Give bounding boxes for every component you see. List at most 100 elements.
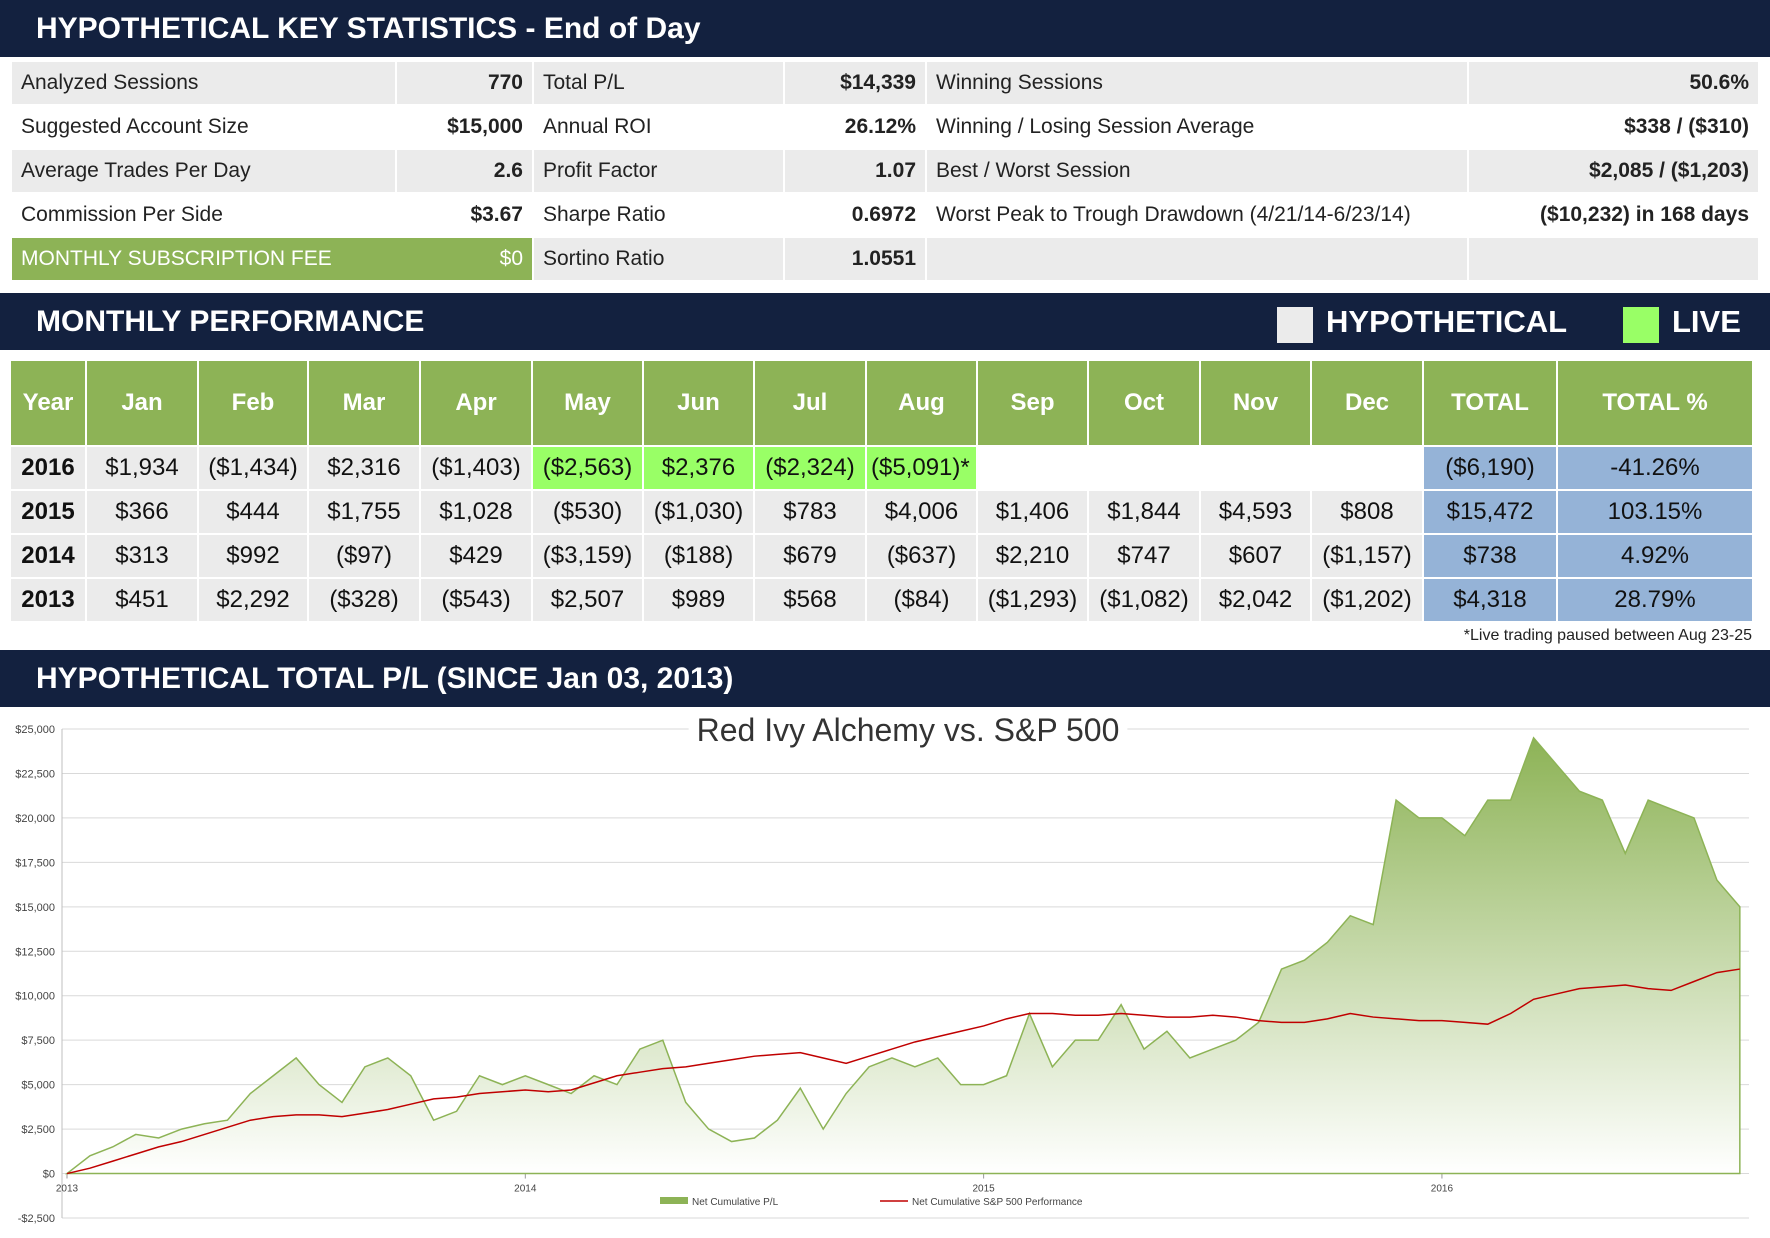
column-header: Oct (1089, 361, 1199, 445)
month-cell: ($1,293) (978, 579, 1087, 621)
column-header: Aug (867, 361, 976, 445)
total-cell: $15,472 (1424, 491, 1556, 533)
stat-value: $2,085 / ($1,203) (1469, 150, 1758, 192)
x-tick-label: 2015 (972, 1184, 995, 1195)
month-cell: ($328) (309, 579, 419, 621)
total-cell: $738 (1424, 535, 1556, 577)
month-cell: ($637) (867, 535, 976, 577)
month-cell: ($1,434) (199, 447, 307, 489)
y-tick-label: $2,500 (21, 1124, 55, 1136)
month-cell: ($2,563) (533, 447, 642, 489)
column-header: Mar (309, 361, 419, 445)
month-cell: ($97) (309, 535, 419, 577)
total-pct-cell: 4.92% (1558, 535, 1752, 577)
total-pct-cell: 103.15% (1558, 491, 1752, 533)
month-cell: $747 (1089, 535, 1199, 577)
month-cell: $444 (199, 491, 307, 533)
stat-value: $338 / ($310) (1469, 106, 1758, 148)
month-cell (1201, 447, 1310, 489)
column-header: Apr (421, 361, 531, 445)
stat-value: 1.07 (785, 150, 925, 192)
month-cell: $2,292 (199, 579, 307, 621)
month-cell: ($188) (644, 535, 753, 577)
x-tick-label: 2013 (56, 1184, 79, 1195)
y-tick-label: $17,500 (15, 857, 55, 869)
chart-header: HYPOTHETICAL TOTAL P/L (SINCE Jan 03, 20… (0, 650, 1770, 707)
month-cell: ($1,202) (1312, 579, 1422, 621)
stat-label: Annual ROI (534, 106, 783, 148)
x-tick-label: 2014 (514, 1184, 537, 1195)
month-cell: $783 (755, 491, 865, 533)
month-cell: ($5,091)* (867, 447, 976, 489)
stat-value: ($10,232) in 168 days (1469, 194, 1758, 236)
year-cell: 2016 (11, 447, 85, 489)
year-cell: 2015 (11, 491, 85, 533)
month-cell (978, 447, 1087, 489)
title-background (688, 709, 1128, 753)
column-header: May (533, 361, 642, 445)
month-cell: $2,316 (309, 447, 419, 489)
month-cell: $4,006 (867, 491, 976, 533)
month-cell: $1,844 (1089, 491, 1199, 533)
stat-label: Winning Sessions (927, 62, 1467, 104)
stat-value: 50.6% (1469, 62, 1758, 104)
y-tick-label: $15,000 (15, 902, 55, 914)
legend-swatch (1623, 307, 1659, 343)
month-cell: $2,042 (1201, 579, 1310, 621)
stat-label: Winning / Losing Session Average (927, 106, 1467, 148)
column-header: Feb (199, 361, 307, 445)
stat-label: Analyzed Sessions (12, 62, 395, 104)
stat-label: Sharpe Ratio (534, 194, 783, 236)
month-cell: ($1,030) (644, 491, 753, 533)
y-tick-label: -$2,500 (18, 1213, 55, 1225)
column-header: Nov (1201, 361, 1310, 445)
stat-label: Total P/L (534, 62, 783, 104)
month-cell: ($2,324) (755, 447, 865, 489)
chart-title: Red Ivy Alchemy vs. S&P 500 (697, 712, 1120, 748)
total-cell: $4,318 (1424, 579, 1556, 621)
section-title: MONTHLY PERFORMANCE (36, 305, 425, 338)
stat-value: 1.0551 (785, 238, 925, 280)
column-header: TOTAL (1424, 361, 1556, 445)
y-tick-label: $10,000 (15, 991, 55, 1003)
month-cell: $1,755 (309, 491, 419, 533)
stat-value: $15,000 (397, 106, 532, 148)
month-cell: $808 (1312, 491, 1422, 533)
stat-label (927, 238, 1467, 280)
month-cell: ($3,159) (533, 535, 642, 577)
month-cell: $992 (199, 535, 307, 577)
month-cell: ($1,082) (1089, 579, 1199, 621)
year-cell: 2013 (11, 579, 85, 621)
legend-label: Net Cumulative S&P 500 Performance (912, 1197, 1083, 1208)
section-title: HYPOTHETICAL KEY STATISTICS - End of Day (36, 12, 701, 45)
month-cell: ($530) (533, 491, 642, 533)
legend-label: HYPOTHETICAL (1326, 304, 1568, 339)
stat-label: MONTHLY SUBSCRIPTION FEE (12, 238, 397, 280)
stat-value: 0.6972 (785, 194, 925, 236)
month-cell: ($543) (421, 579, 531, 621)
x-tick-label: 2016 (1431, 1184, 1454, 1195)
stat-label: Sortino Ratio (534, 238, 783, 280)
y-tick-label: $5,000 (21, 1080, 55, 1092)
month-cell: $1,934 (87, 447, 197, 489)
month-cell: $989 (644, 579, 753, 621)
note: *Live trading paused between Aug 23-25 (1463, 627, 1752, 644)
month-cell: $2,376 (644, 447, 753, 489)
legend-label: LIVE (1672, 304, 1741, 339)
month-cell: $568 (755, 579, 865, 621)
y-tick-label: $7,500 (21, 1035, 55, 1047)
total-pct-cell: -41.26% (1558, 447, 1752, 489)
stat-value: 2.6 (397, 150, 532, 192)
y-tick-label: $22,500 (15, 768, 55, 780)
legend-swatch (1277, 307, 1313, 343)
stats-header: HYPOTHETICAL KEY STATISTICS - End of Day (0, 0, 1770, 57)
month-cell: $4,593 (1201, 491, 1310, 533)
chart: -$2,500 $0 $2,500 $5,000 $7,500 $10,000 $12,50… (15, 709, 1749, 1225)
stat-value: 26.12% (785, 106, 925, 148)
column-header: Sep (978, 361, 1087, 445)
y-tick-label: $12,500 (15, 946, 55, 958)
month-cell: $679 (755, 535, 865, 577)
month-cell: $1,028 (421, 491, 531, 533)
column-header: TOTAL % (1558, 361, 1752, 445)
